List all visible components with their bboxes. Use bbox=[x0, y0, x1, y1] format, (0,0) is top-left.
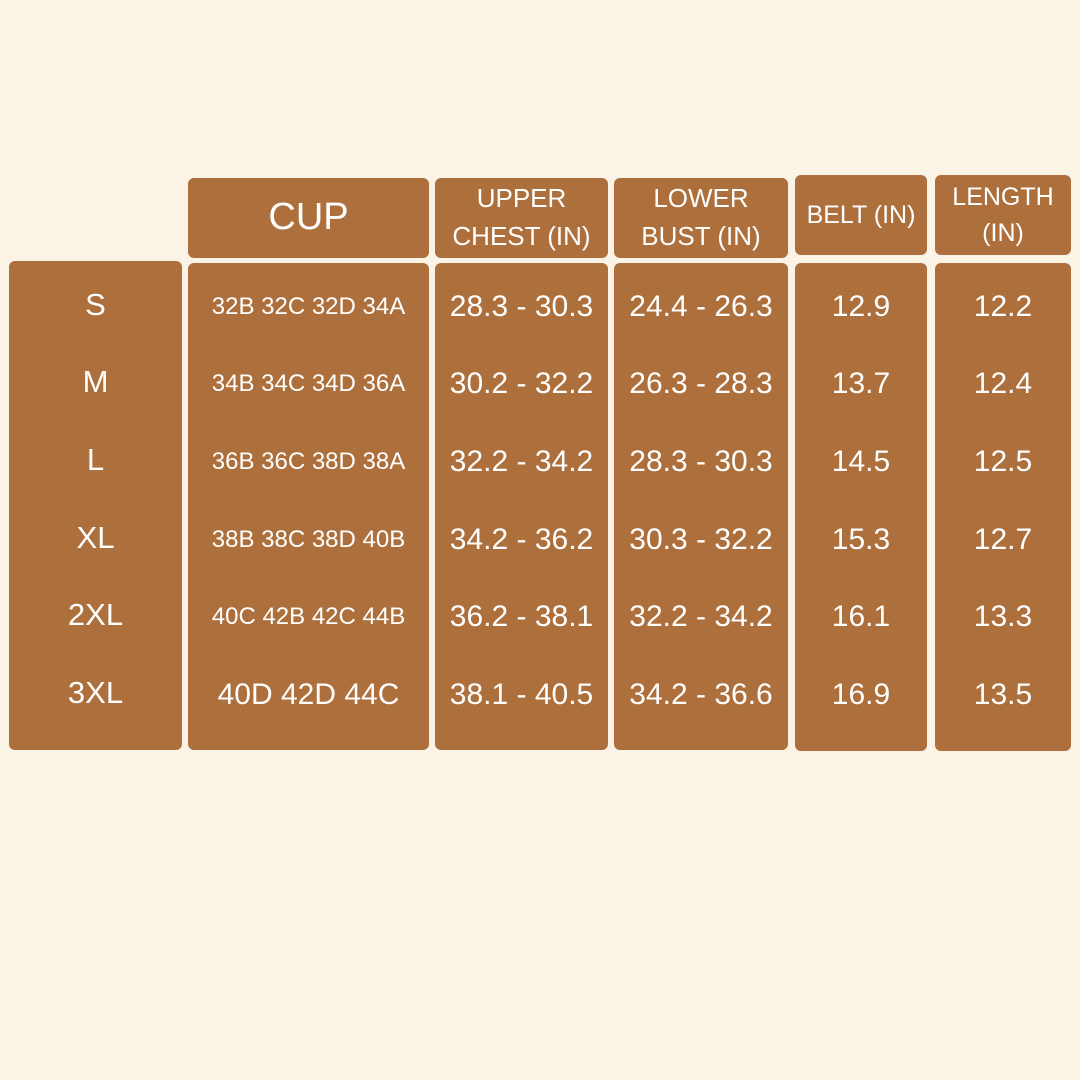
length-cell: 12.4 bbox=[973, 367, 1033, 401]
upper-chest-cell: 38.1 - 40.5 bbox=[449, 677, 594, 711]
lower-bust-cell: 24.4 - 26.3 bbox=[629, 289, 773, 323]
lower-bust-cell: 34.2 - 36.6 bbox=[629, 677, 773, 711]
length-cell: 12.5 bbox=[973, 444, 1033, 478]
upper-chest-cell: 34.2 - 36.2 bbox=[449, 522, 594, 556]
header-lower-bust-line2: BUST (IN) bbox=[641, 221, 761, 251]
header-belt-label: BELT (IN) bbox=[806, 200, 916, 229]
length-cell: 13.5 bbox=[973, 677, 1033, 711]
upper-chest-cell: 28.3 - 30.3 bbox=[449, 289, 594, 323]
header-length-line1: LENGTH bbox=[952, 182, 1054, 211]
size-cell: 2XL bbox=[67, 597, 124, 633]
header-belt: BELT (IN) bbox=[795, 175, 927, 255]
column-cup: 32B 32C 32D 34A 34B 34C 34D 36A 36B 36C 38… bbox=[188, 263, 429, 750]
size-cell: L bbox=[86, 441, 105, 477]
upper-chest-cell: 32.2 - 34.2 bbox=[449, 444, 594, 478]
header-cup-label: CUP bbox=[268, 196, 349, 239]
cup-cell: 40D 42D 44C bbox=[217, 677, 400, 711]
cup-cell: 32B 32C 32D 34A bbox=[211, 292, 406, 320]
upper-chest-cell: 36.2 - 38.1 bbox=[449, 600, 594, 634]
upper-chest-cell: 30.2 - 32.2 bbox=[449, 367, 594, 401]
length-cell: 12.7 bbox=[973, 522, 1033, 556]
cup-cell: 34B 34C 34D 36A bbox=[211, 370, 406, 398]
belt-cell: 15.3 bbox=[831, 522, 891, 556]
size-cell: 3XL bbox=[67, 674, 124, 710]
belt-cell: 16.9 bbox=[831, 677, 891, 711]
cup-cell: 38B 38C 38D 40B bbox=[211, 525, 406, 553]
column-lower-bust: 24.4 - 26.3 26.3 - 28.3 28.3 - 30.3 30.3 - … bbox=[614, 263, 788, 750]
cup-cell: 40C 42B 42C 44B bbox=[211, 603, 406, 631]
lower-bust-cell: 28.3 - 30.3 bbox=[629, 444, 773, 478]
cup-cell: 36B 36C 38D 38A bbox=[211, 447, 406, 475]
size-cell: S bbox=[85, 286, 106, 322]
size-cell: M bbox=[82, 364, 109, 400]
header-length: LENGTH (IN) bbox=[935, 175, 1071, 255]
header-upper-chest: UPPER CHEST (IN) bbox=[435, 178, 608, 258]
column-upper-chest: 28.3 - 30.3 30.2 - 32.2 32.2 - 34.2 34.2 - … bbox=[435, 263, 608, 750]
lower-bust-cell: 26.3 - 28.3 bbox=[629, 367, 773, 401]
column-belt: 12.9 13.7 14.5 15.3 16.1 16.9 bbox=[795, 263, 927, 751]
belt-cell: 16.1 bbox=[831, 600, 891, 634]
belt-cell: 12.9 bbox=[831, 289, 891, 323]
header-upper-chest-line1: UPPER bbox=[476, 183, 567, 214]
lower-bust-cell: 30.3 - 32.2 bbox=[629, 522, 773, 556]
column-size: S M L XL 2XL 3XL bbox=[9, 261, 182, 750]
header-lower-bust: LOWER BUST (IN) bbox=[614, 178, 788, 258]
belt-cell: 13.7 bbox=[831, 367, 891, 401]
belt-cell: 14.5 bbox=[831, 444, 891, 478]
length-cell: 13.3 bbox=[973, 600, 1033, 634]
header-upper-chest-line2: CHEST (IN) bbox=[452, 221, 591, 251]
lower-bust-cell: 32.2 - 34.2 bbox=[629, 600, 773, 634]
header-cup: CUP bbox=[188, 178, 429, 258]
header-length-line2: (IN) bbox=[982, 219, 1024, 247]
column-length: 12.2 12.4 12.5 12.7 13.3 13.5 bbox=[935, 263, 1071, 751]
size-cell: XL bbox=[76, 519, 115, 555]
header-lower-bust-line1: LOWER bbox=[653, 183, 749, 214]
length-cell: 12.2 bbox=[973, 289, 1033, 323]
